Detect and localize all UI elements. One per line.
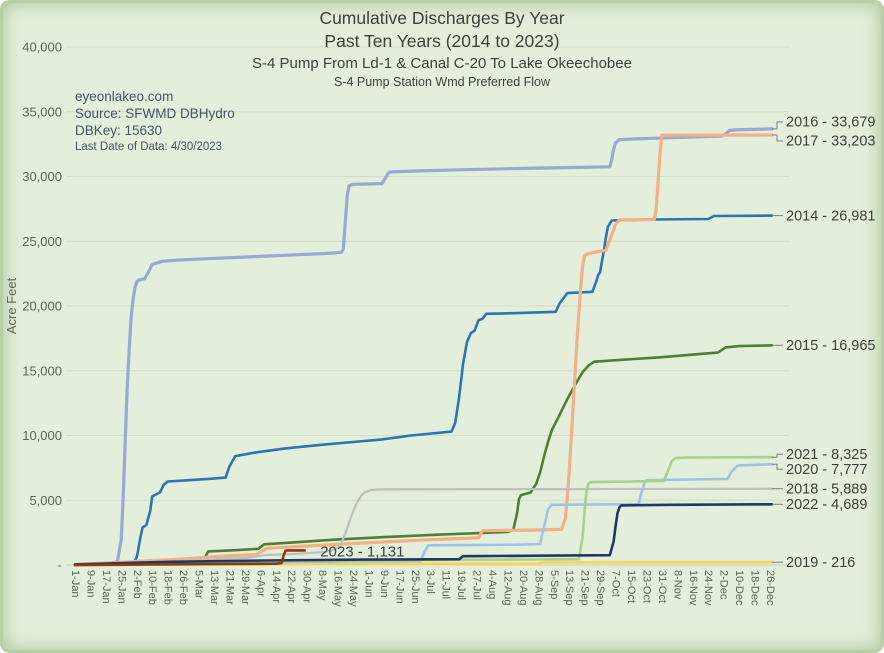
series-end-label-2021: 2021 - 8,325 (786, 447, 867, 463)
x-tick-label: 29-Sep (594, 570, 606, 605)
x-tick-label: 22-Apr (285, 570, 297, 603)
x-tick-label: 4-Aug (486, 570, 498, 599)
x-tick-label: 17-Jan (100, 570, 112, 604)
series-line-2018 (73, 487, 773, 567)
x-tick-label: 5-Sep (548, 570, 560, 599)
x-tick-label: 25-Jun (409, 570, 421, 604)
annotation-2023: 2023 - 1,131 (320, 543, 404, 560)
series-end-label-2014: 2014 - 26,981 (786, 208, 876, 224)
x-tick-label: 16-May (332, 570, 344, 607)
x-tick-label: 7-Oct (610, 570, 622, 597)
x-tick-label: 27-Jul (471, 570, 483, 600)
x-tick-label: 5-Mar (193, 570, 205, 599)
x-tick-label: 16-Nov (687, 570, 699, 606)
x-tick-label: 24-May (347, 570, 359, 607)
x-tick-label: 10-Feb (146, 570, 158, 605)
x-tick-label: 19-Jul (455, 570, 467, 600)
y-axis-title: Acre Feet (4, 277, 19, 334)
label-connector-2017 (772, 134, 783, 142)
x-tick-label: 10-Dec (733, 570, 745, 606)
series-line-2022 (73, 503, 774, 566)
x-tick-label: 30-Apr (301, 570, 313, 603)
x-tick-label: 31-Oct (656, 570, 668, 603)
x-tick-label: 1-Jan (69, 570, 81, 598)
x-tick-label: 26-Dec (764, 570, 776, 606)
x-tick-label: 18-Feb (162, 570, 174, 605)
x-tick-label: 24-Nov (702, 570, 714, 606)
series-line-2023 (73, 549, 306, 567)
x-tick-label: 21-Sep (579, 570, 591, 605)
y-tick-label: 20,000 (22, 299, 62, 314)
y-tick-label: 30,000 (22, 169, 62, 184)
series-end-label-2017: 2017 - 33,203 (786, 134, 876, 150)
x-tick-label: 20-Aug (517, 570, 529, 605)
series-line-2014 (73, 214, 774, 567)
x-tick-label: 29-Mar (239, 570, 251, 605)
y-tick-label: 40,000 (22, 40, 62, 55)
x-tick-label: 13-Sep (563, 570, 575, 605)
series-line-2020 (73, 463, 774, 566)
x-tick-label: 28-Aug (532, 570, 544, 605)
series-end-label-2018: 2018 - 5,889 (786, 481, 867, 497)
x-tick-label: 11-Jul (440, 570, 452, 599)
x-tick-label: 3-Jul (424, 570, 436, 594)
label-connector-2020 (772, 463, 783, 470)
x-tick-label: 9-Jun (378, 570, 390, 598)
x-tick-label: 18-Dec (749, 570, 761, 606)
x-tick-label: 26-Feb (177, 570, 189, 605)
series-end-label-2020: 2020 - 7,777 (786, 462, 867, 478)
y-tick-label: 35,000 (22, 104, 62, 119)
label-connector-2016 (772, 121, 783, 130)
x-tick-label: 25-Jan (115, 570, 127, 604)
series-end-label-2016: 2016 - 33,679 (786, 115, 876, 131)
x-tick-label: 21-Mar (223, 570, 235, 605)
x-tick-label: 14-Apr (270, 570, 282, 603)
x-tick-label: 13-Mar (208, 570, 220, 605)
series-line-2015 (73, 344, 774, 567)
series-line-2016 (73, 127, 774, 567)
series-line-2017 (73, 133, 774, 567)
x-tick-label: 2-Feb (131, 570, 143, 599)
x-tick-label: 15-Oct (625, 570, 637, 603)
x-tick-label: 12-Aug (501, 570, 513, 605)
y-tick-label: 5,000 (29, 493, 62, 508)
x-tick-label: 2-Dec (718, 570, 730, 600)
x-tick-label: 1-Jun (362, 570, 374, 598)
y-tick-label: 25,000 (22, 234, 62, 249)
series-end-label-2022: 2022 - 4,689 (786, 497, 867, 513)
x-tick-label: 8-May (316, 570, 328, 601)
series-end-label-2019: 2019 - 216 (786, 555, 855, 571)
y-tick-label: 15,000 (22, 363, 62, 378)
y-tick-label: - (58, 558, 62, 573)
series-end-label-2015: 2015 - 16,965 (786, 338, 876, 354)
series-line-2021 (73, 455, 774, 566)
x-tick-label: 23-Oct (640, 570, 652, 603)
label-connector-2021 (772, 453, 783, 458)
x-tick-label: 6-Apr (254, 570, 266, 597)
x-tick-label: 8-Nov (671, 570, 683, 600)
x-tick-label: 17-Jun (393, 570, 405, 604)
x-tick-label: 9-Jan (84, 570, 96, 598)
y-tick-label: 10,000 (22, 428, 62, 443)
